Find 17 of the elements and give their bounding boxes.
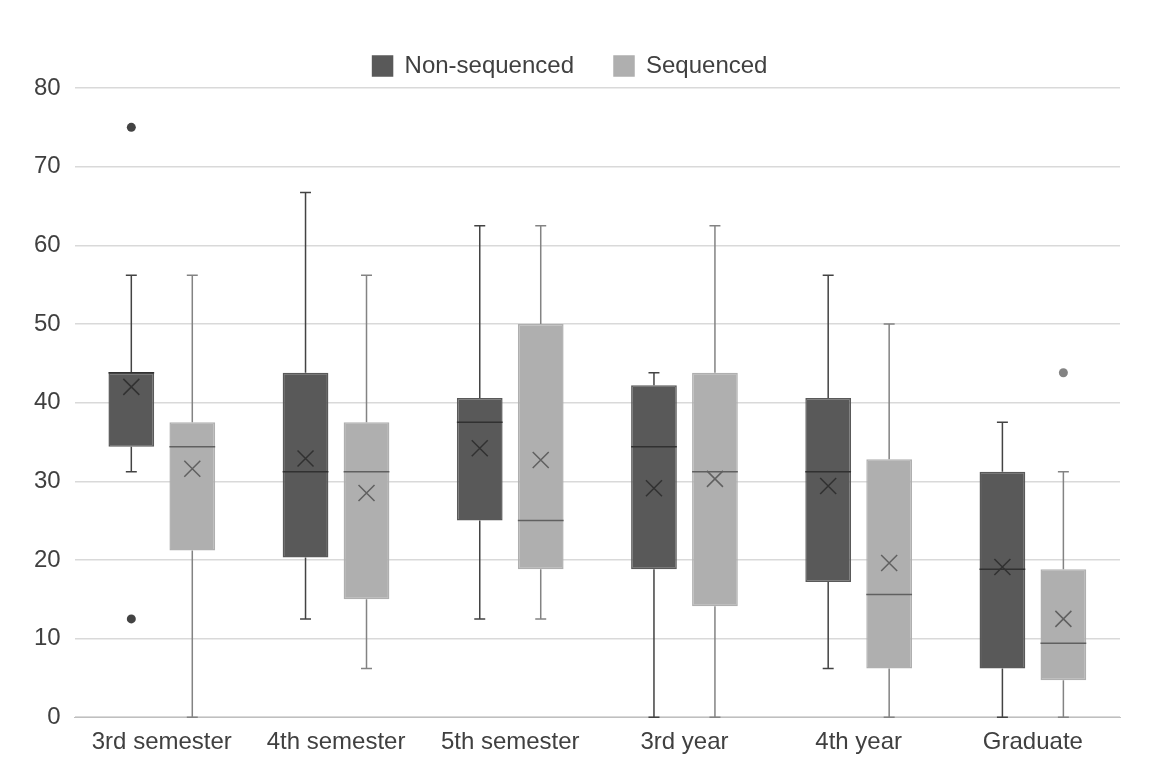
y-tick-label: 80 <box>33 72 61 100</box>
y-tick-label: 0 <box>47 701 61 729</box>
x-tick-label: Graduate <box>982 727 1083 755</box>
y-tick-label: 10 <box>33 623 61 651</box>
y-tick-label: 20 <box>33 544 61 572</box>
x-tick-label: 4th year <box>815 727 903 755</box>
y-tick-label: 50 <box>33 308 61 336</box>
y-tick-label: 70 <box>33 151 61 179</box>
y-tick-label: 60 <box>33 229 61 257</box>
legend-label: Non-sequenced <box>404 50 575 78</box>
x-tick-label: 3rd year <box>640 727 729 755</box>
x-tick-label: 5th semester <box>440 727 580 755</box>
legend-label: Sequenced <box>646 50 768 78</box>
x-tick-label: 4th semester <box>266 727 406 755</box>
x-tick-label: 3rd semester <box>91 727 232 755</box>
y-tick-label: 40 <box>33 387 61 415</box>
y-tick-label: 30 <box>33 465 61 493</box>
